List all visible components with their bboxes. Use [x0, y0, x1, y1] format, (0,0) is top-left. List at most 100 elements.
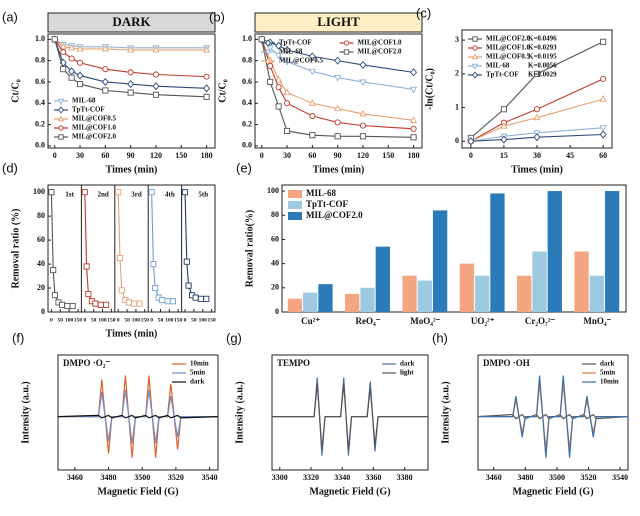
bar: [360, 287, 375, 312]
x-tick-label: MnO₄⁻: [583, 316, 611, 326]
legend-label: 10min: [600, 378, 619, 386]
marker: [359, 60, 367, 69]
x-tick-label: 150: [74, 317, 83, 323]
marker: [334, 104, 342, 112]
y-tick-label: 1: [455, 102, 459, 111]
marker: [183, 258, 190, 265]
marker: [409, 86, 418, 94]
marker: [203, 93, 210, 100]
legend-annotation: K=0.0293: [528, 44, 557, 52]
y-axis-label: -ln(Ct/C₀): [424, 68, 435, 110]
series-line: [470, 78, 604, 142]
y-tick-label: 20: [37, 283, 45, 292]
panel-title: TEMPO: [277, 358, 310, 368]
marker: [472, 36, 478, 42]
marker: [64, 302, 71, 310]
marker: [599, 130, 607, 139]
y-axis-label: Ct/C₀: [10, 79, 21, 103]
marker: [283, 88, 291, 96]
marker: [410, 134, 417, 141]
marker: [152, 91, 160, 98]
marker: [275, 84, 282, 91]
legend-label: dark: [600, 360, 615, 368]
marker: [60, 49, 67, 56]
marker: [58, 134, 64, 140]
y-tick-label: 0.6: [242, 77, 252, 86]
marker: [103, 301, 110, 308]
y-tick-label: 60: [271, 234, 279, 243]
panel-title: DARK: [112, 14, 151, 29]
x-tick-label: 100: [199, 317, 208, 323]
x-tick-label: 3500: [134, 473, 150, 482]
facet-label: 4th: [165, 191, 175, 199]
y-tick-label: 1.0: [35, 34, 45, 43]
marker: [258, 36, 265, 43]
y-tick-label: 0.8: [35, 55, 45, 64]
marker: [284, 127, 291, 135]
bar: [303, 292, 318, 312]
x-tick-label: 100: [65, 317, 74, 323]
legend-label: MIL@COF0.5: [72, 115, 117, 123]
legend-annotation: K=0.0195: [528, 53, 557, 61]
x-tick-label: 120: [357, 151, 369, 160]
marker: [68, 74, 75, 81]
panel-title: DMPO ·O₂⁻: [63, 358, 110, 368]
marker: [599, 95, 607, 102]
y-tick-label: 0: [455, 136, 459, 145]
marker: [127, 89, 134, 96]
marker: [600, 38, 607, 45]
marker: [309, 132, 316, 139]
marker: [334, 133, 341, 140]
title-banner: [47, 12, 216, 33]
plot-frame: [271, 354, 429, 471]
marker: [274, 75, 283, 83]
y-tick-label: 0.4: [35, 98, 45, 107]
x-tick-label: 90: [334, 151, 342, 160]
marker: [125, 299, 132, 306]
panel-title: DMPO ·OH: [483, 358, 530, 368]
y-axis-label: Ct/C₀: [217, 79, 228, 103]
marker: [51, 36, 58, 43]
marker: [58, 301, 66, 308]
x-axis-label: Times (min): [106, 164, 158, 175]
legend-annotation: K=0.0056: [528, 62, 557, 70]
legend-label: TpTt-COF: [279, 39, 312, 47]
panel-label: (b): [209, 9, 225, 24]
x-tick-label: 150: [382, 151, 394, 160]
marker: [600, 75, 607, 82]
plot-frame: [477, 354, 629, 471]
marker: [48, 189, 55, 196]
x-tick-label: 150: [141, 317, 150, 323]
legend-swatch: [288, 201, 302, 209]
marker: [164, 298, 171, 305]
bar: [417, 280, 432, 312]
marker: [308, 99, 316, 106]
x-tick-label: 60: [599, 151, 607, 160]
series-line: [470, 41, 604, 139]
marker: [500, 135, 508, 144]
marker: [50, 267, 57, 274]
bar: [490, 193, 505, 312]
marker: [359, 79, 367, 86]
bar: [432, 210, 448, 312]
marker: [101, 77, 109, 87]
series-line: [261, 39, 414, 138]
marker: [185, 282, 192, 289]
y-tick-label: 40: [271, 258, 279, 267]
x-tick-label: 3360: [365, 473, 381, 482]
marker: [77, 59, 84, 66]
marker: [159, 296, 166, 304]
legend-label: MIL-68: [306, 188, 336, 198]
legend-label: MIL@COF0.5: [279, 57, 324, 65]
marker: [334, 119, 341, 126]
marker: [118, 287, 125, 294]
marker: [203, 73, 210, 80]
x-tick-label: 150: [175, 151, 187, 160]
marker: [359, 109, 367, 117]
legend-label: MIL@COF2.0: [306, 210, 363, 220]
marker: [60, 66, 67, 73]
y-tick-label: 80: [37, 211, 45, 220]
x-tick-label: 100: [132, 317, 141, 323]
bar: [402, 275, 417, 312]
marker: [471, 53, 479, 60]
